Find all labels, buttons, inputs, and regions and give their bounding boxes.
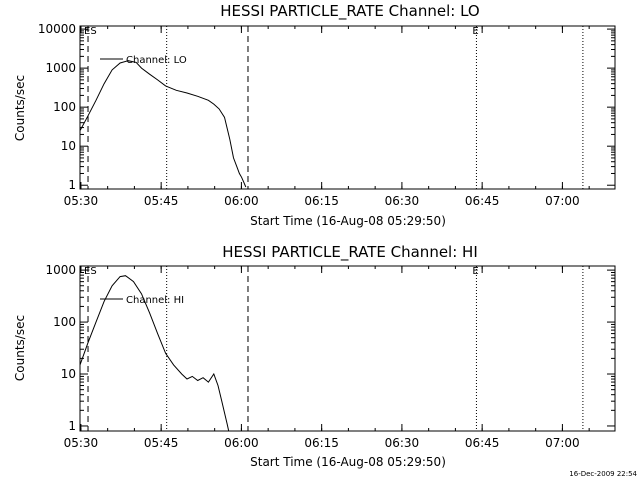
x-tick-label-lo-0: 05:30 [64,194,99,208]
y-axis-label-hi: Counts/sec [13,315,27,381]
x-tick-label-lo-2: 06:00 [224,194,259,208]
event-marker-label-lo-3: E [472,26,478,37]
event-markers-lo: ES E [84,26,584,189]
x-tick-label-hi-2: 06:00 [224,436,259,450]
event-marker-label-hi-0: ES [84,266,97,277]
x-tick-label-lo-4: 06:30 [385,194,420,208]
legend-label-lo: Channel: LO [126,55,187,66]
x-tick-label-lo-5: 06:45 [465,194,500,208]
axis-ticks-hi: 05:30 05:45 06:00 06:15 06:30 06:45 07:00 1 10 10… [45,263,615,450]
series-hi [79,275,230,432]
chart-title-hi: HESSI PARTICLE_RATE Channel: HI [222,243,478,262]
y-tick-label-lo-0: 1 [68,178,76,192]
legend-hi: Channel: HI [100,295,184,306]
x-axis-label-lo: Start Time (16-Aug-08 05:29:50) [250,214,446,228]
y-tick-label-hi-1: 10 [61,367,76,381]
x-tick-label-lo-1: 05:45 [144,194,179,208]
x-tick-label-hi-0: 05:30 [64,436,99,450]
x-tick-label-lo-6: 07:00 [545,194,580,208]
y-tick-label-hi-2: 100 [53,315,76,329]
event-marker-label-lo-0: ES [84,26,97,37]
footer-timestamp: 16-Dec-2009 22:54 [569,470,637,478]
x-tick-label-hi-5: 06:45 [465,436,500,450]
axis-ticks-lo: 05:30 05:45 06:00 06:15 06:30 06:45 07:00 1 10 10… [38,22,615,208]
event-marker-label-hi-3: E [472,266,478,277]
x-tick-label-hi-1: 05:45 [144,436,179,450]
x-axis-label-hi: Start Time (16-Aug-08 05:29:50) [250,455,446,469]
legend-lo: Channel: LO [100,55,187,66]
y-tick-label-lo-1: 10 [61,139,76,153]
chart-panel-lo: HESSI PARTICLE_RATE Channel: LO ES E 05:3… [13,2,616,228]
series-line-hi-0 [79,275,230,432]
x-tick-label-hi-4: 06:30 [385,436,420,450]
y-axis-label-lo: Counts/sec [13,75,27,141]
y-tick-label-lo-3: 1000 [45,61,76,75]
y-tick-label-hi-0: 1 [68,419,76,433]
y-tick-label-lo-2: 100 [53,100,76,114]
plot-frame-hi [79,265,616,432]
series-line-lo-0 [79,60,247,188]
legend-label-hi: Channel: HI [126,295,184,306]
chart-title-lo: HESSI PARTICLE_RATE Channel: LO [220,2,479,21]
y-tick-label-lo-4: 10000 [38,22,76,36]
series-lo [79,60,247,188]
event-markers-hi: ES E [84,266,584,431]
chart-panel-hi: HESSI PARTICLE_RATE Channel: HI ES E 05:3… [13,243,616,469]
y-tick-label-hi-3: 1000 [45,263,76,277]
plot-frame-lo [79,25,616,190]
x-tick-label-hi-6: 07:00 [545,436,580,450]
x-tick-label-lo-3: 06:15 [304,194,339,208]
x-tick-label-hi-3: 06:15 [304,436,339,450]
